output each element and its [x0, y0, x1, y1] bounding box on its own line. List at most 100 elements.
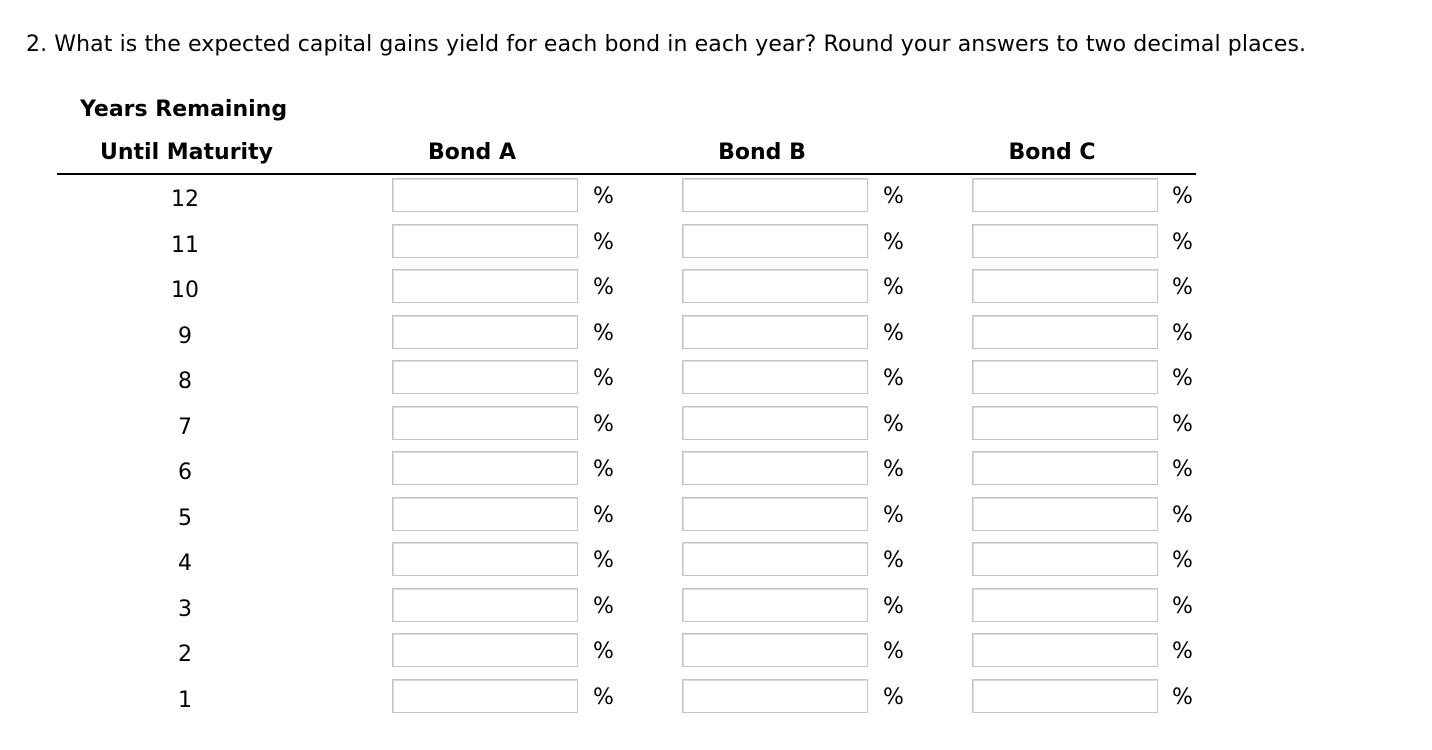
bond-c-yield-input[interactable] [972, 496, 1158, 531]
percent-unit: % [883, 366, 904, 391]
table-row: 2 % % % [0, 632, 1432, 678]
bond-c-yield-input[interactable] [972, 269, 1158, 303]
percent-unit: % [593, 639, 614, 664]
table-row: 10 % % % [0, 268, 1432, 314]
bond-c-yield-input[interactable] [972, 587, 1158, 622]
table-row: 11 % % % [0, 223, 1432, 269]
percent-unit: % [883, 502, 904, 528]
bond-a-yield-input[interactable] [392, 405, 578, 440]
percent-unit: % [1172, 457, 1193, 482]
bond-b-yield-input[interactable] [682, 314, 868, 349]
percent-unit: % [1172, 275, 1193, 300]
percent-unit: % [593, 548, 614, 573]
until-maturity-header: Until Maturity [100, 140, 273, 165]
bond-a-yield-input[interactable] [392, 314, 578, 349]
bond-b-yield-input[interactable] [682, 678, 868, 713]
percent-unit: % [593, 184, 614, 209]
bond-b-yield-input[interactable] [682, 587, 868, 622]
bond-a-yield-input[interactable] [392, 223, 578, 258]
bond-c-yield-input[interactable] [972, 542, 1158, 576]
bond-a-yield-input[interactable] [392, 496, 578, 531]
table-row: 12 % % % [0, 177, 1432, 223]
percent-unit: % [1172, 184, 1193, 209]
percent-unit: % [883, 457, 904, 482]
bond-c-yield-input[interactable] [972, 223, 1158, 258]
percent-unit: % [1172, 320, 1193, 346]
years-remaining-value: 5 [178, 505, 192, 531]
years-remaining-value: 2 [178, 642, 192, 667]
percent-unit: % [1172, 639, 1193, 664]
years-remaining-value: 12 [171, 187, 199, 212]
years-remaining-value: 4 [178, 551, 192, 576]
bond-a-yield-input[interactable] [392, 360, 578, 394]
bond-a-yield-input[interactable] [392, 178, 578, 212]
bond-a-yield-input[interactable] [392, 587, 578, 622]
bond-b-yield-input[interactable] [682, 405, 868, 440]
years-remaining-value: 3 [178, 596, 192, 622]
table-row: 8 % % % [0, 359, 1432, 405]
bond-c-yield-input[interactable] [972, 678, 1158, 713]
bond-a-yield-input[interactable] [392, 633, 578, 667]
bond-c-yield-input[interactable] [972, 178, 1158, 212]
years-remaining-value: 11 [171, 232, 199, 258]
percent-unit: % [883, 548, 904, 573]
percent-unit: % [593, 320, 614, 346]
years-remaining-value: 8 [178, 369, 192, 394]
bond-a-yield-input[interactable] [392, 451, 578, 485]
years-remaining-value: 1 [178, 687, 192, 713]
percent-unit: % [593, 457, 614, 482]
years-remaining-header: Years Remaining [80, 97, 288, 122]
bond-c-yield-input[interactable] [972, 405, 1158, 440]
bond-a-yield-input[interactable] [392, 542, 578, 576]
answer-table: 12 % % % 11 % % % 10 % % % 9 % % % 8 % [0, 177, 1432, 723]
table-row: 9 % % % [0, 314, 1432, 360]
table-row: 6 % % % [0, 450, 1432, 496]
table-row: 3 % % % [0, 587, 1432, 633]
years-remaining-value: 7 [178, 414, 192, 440]
bond-b-yield-input[interactable] [682, 360, 868, 394]
percent-unit: % [1172, 229, 1193, 255]
percent-unit: % [593, 229, 614, 255]
bond-a-yield-input[interactable] [392, 678, 578, 713]
percent-unit: % [593, 411, 614, 437]
percent-unit: % [593, 593, 614, 619]
years-remaining-value: 6 [178, 460, 192, 485]
bond-b-yield-input[interactable] [682, 633, 868, 667]
percent-unit: % [1172, 548, 1193, 573]
bond-c-yield-input[interactable] [972, 360, 1158, 394]
percent-unit: % [593, 684, 614, 710]
percent-unit: % [883, 684, 904, 710]
percent-unit: % [883, 639, 904, 664]
bond-b-yield-input[interactable] [682, 223, 868, 258]
bond-c-yield-input[interactable] [972, 314, 1158, 349]
percent-unit: % [883, 184, 904, 209]
bond-b-yield-input[interactable] [682, 451, 868, 485]
bond-b-yield-input[interactable] [682, 542, 868, 576]
bond-c-header: Bond C [1008, 140, 1096, 165]
question-text: 2. What is the expected capital gains yi… [26, 32, 1307, 57]
bond-b-yield-input[interactable] [682, 269, 868, 303]
percent-unit: % [1172, 366, 1193, 391]
bond-b-yield-input[interactable] [682, 178, 868, 212]
percent-unit: % [593, 366, 614, 391]
years-remaining-value: 9 [178, 323, 192, 349]
percent-unit: % [593, 275, 614, 300]
percent-unit: % [593, 502, 614, 528]
bond-a-yield-input[interactable] [392, 269, 578, 303]
table-row: 5 % % % [0, 496, 1432, 542]
bond-c-yield-input[interactable] [972, 633, 1158, 667]
table-row: 1 % % % [0, 678, 1432, 724]
percent-unit: % [1172, 684, 1193, 710]
bond-b-yield-input[interactable] [682, 496, 868, 531]
table-row: 4 % % % [0, 541, 1432, 587]
percent-unit: % [1172, 502, 1193, 528]
percent-unit: % [883, 411, 904, 437]
bond-a-header: Bond A [428, 140, 516, 165]
bond-b-header: Bond B [718, 140, 806, 165]
percent-unit: % [883, 593, 904, 619]
header-divider [57, 173, 1196, 175]
table-row: 7 % % % [0, 405, 1432, 451]
percent-unit: % [883, 320, 904, 346]
bond-c-yield-input[interactable] [972, 451, 1158, 485]
percent-unit: % [1172, 411, 1193, 437]
